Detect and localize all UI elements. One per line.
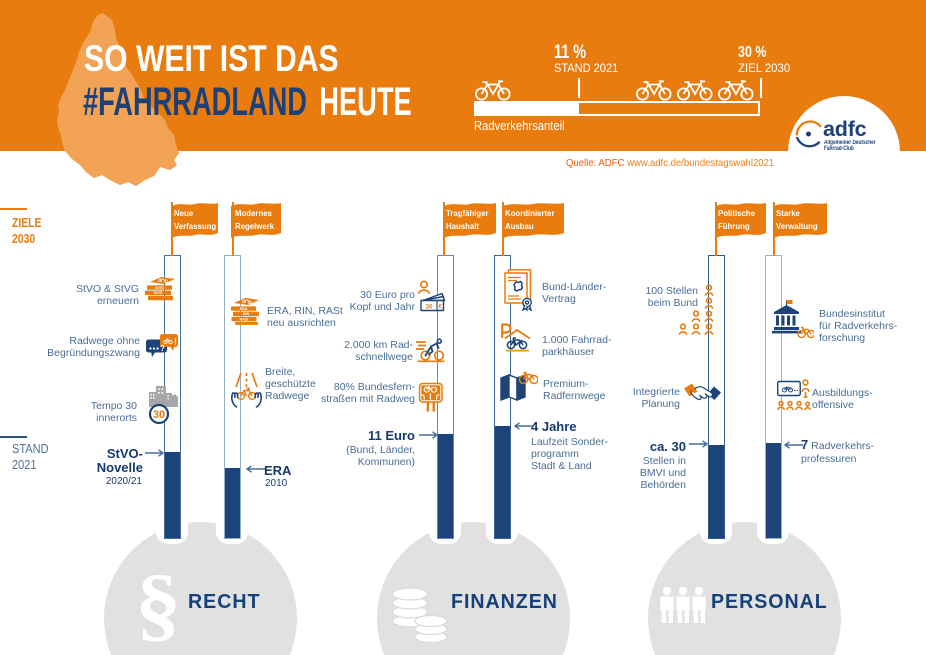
svg-text:?: ? (160, 344, 165, 353)
svg-text:RIN: RIN (243, 312, 250, 316)
svg-text:ERA: ERA (240, 307, 248, 311)
svg-text:StVG: StVG (154, 291, 163, 295)
svg-text:€: € (439, 304, 443, 311)
svg-text:30: 30 (153, 409, 165, 421)
svg-text:StVO: StVO (155, 286, 164, 290)
svg-text:!: ! (174, 337, 177, 347)
svg-text:RASt: RASt (240, 317, 250, 321)
svg-text:30: 30 (426, 304, 433, 311)
